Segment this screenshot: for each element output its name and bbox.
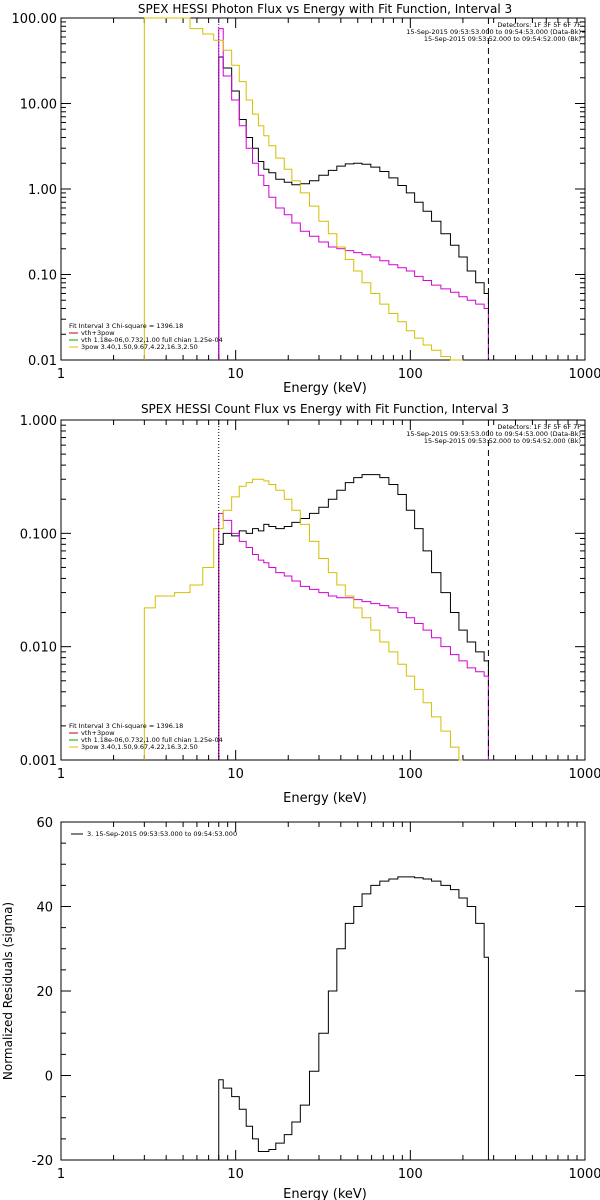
- count-flux-series: [143, 474, 489, 761]
- residuals-xlabel: Energy (keV): [283, 1187, 367, 1200]
- header-text-line: Detectors: 1F 3F 5F 6F 7F: [497, 423, 581, 431]
- y-tick-label: 0.100: [20, 527, 57, 542]
- legend-header: Fit Interval 3 Chi-square = 1396.18: [69, 722, 183, 730]
- y-tick-label: 0.010: [20, 641, 57, 656]
- legend-label: 3. 15-Sep-2015 09:53:53.000 to 09:54:53.…: [87, 830, 237, 838]
- header-text-line: 15-Sep-2015 09:53:52.000 to 09:54:52.000…: [424, 437, 581, 445]
- count-flux-panel: SPEX HESSI Count Flux vs Energy with Fit…: [20, 402, 600, 806]
- photon-flux-xlabel: Energy (keV): [283, 381, 367, 396]
- legend-label: vth+3pow: [81, 329, 115, 337]
- y-tick-label: 0.10: [28, 269, 57, 284]
- y-tick-label: 20: [36, 985, 53, 1000]
- legend-label: 3pow 3.40,1.50,9.67,4.22,16.3,2.50: [81, 743, 198, 751]
- header-text-line: Detectors: 1F 3F 5F 6F 7F: [497, 21, 581, 29]
- header-text-line: 15-Sep-2015 09:53:53.000 to 09:54:53.000…: [406, 430, 581, 438]
- y-tick-label: 1.000: [20, 414, 57, 429]
- series-line-2: [143, 17, 463, 361]
- series-line-0: [218, 876, 489, 1160]
- photon-flux-legend: Fit Interval 3 Chi-square = 1396.18vth+3…: [69, 322, 223, 351]
- residuals-panel: Energy (keV) Normalized Residuals (sigma…: [1, 816, 600, 1200]
- x-tick-label: 1000: [568, 767, 600, 782]
- header-text-line: 15-Sep-2015 09:53:52.000 to 09:54:52.000…: [424, 35, 581, 43]
- count-flux-vlines: [218, 420, 489, 760]
- legend-label: 3pow 3.40,1.50,9.67,4.22,16.3,2.50: [81, 343, 198, 351]
- x-tick-label: 1: [57, 767, 65, 782]
- y-tick-label: 1.00: [28, 183, 57, 198]
- count-flux-ticks: 1 10 100 1000 0.001 0.010 0.100 1.000: [20, 414, 600, 782]
- x-tick-label: 10: [227, 767, 244, 782]
- x-tick-label: 1000: [568, 367, 600, 382]
- series-line-0: [218, 56, 489, 360]
- residuals-ticks: 1 10 100 1000 -20 0 20 40 60: [32, 816, 600, 1182]
- count-flux-xlabel: Energy (keV): [283, 791, 367, 806]
- photon-flux-plot-frame: [60, 17, 586, 361]
- y-tick-label: 40: [36, 901, 53, 916]
- header-text-line: 15-Sep-2015 09:53:53.000 to 09:54:53.000…: [406, 28, 581, 36]
- y-tick-label: 10.00: [20, 98, 57, 113]
- residuals-plot-frame: [60, 821, 586, 1161]
- x-tick-label: 1000: [568, 1167, 600, 1182]
- count-flux-plot-frame: [60, 419, 586, 761]
- y-tick-label: 60: [36, 816, 53, 831]
- x-tick-label: 100: [398, 767, 423, 782]
- residuals-ylabel: Normalized Residuals (sigma): [1, 902, 15, 1080]
- residuals-legend: 3. 15-Sep-2015 09:53:53.000 to 09:54:53.…: [71, 830, 237, 838]
- series-line-1: [218, 28, 489, 360]
- legend-header: Fit Interval 3 Chi-square = 1396.18: [69, 322, 183, 330]
- legend-label: vth 1.18e-06,0.732,1.00 full chian 1.25e…: [81, 736, 223, 744]
- x-tick-label: 1: [57, 1167, 65, 1182]
- photon-flux-ticks: 1 10 100 1000 0.01 0.10 1.00 10.00 100.00: [12, 12, 600, 382]
- residuals-series: [218, 876, 489, 1160]
- series-line-1: [218, 512, 489, 760]
- count-flux-legend: Fit Interval 3 Chi-square = 1396.18vth+3…: [69, 722, 223, 751]
- series-line-0: [218, 474, 489, 760]
- x-tick-label: 100: [398, 367, 423, 382]
- photon-flux-series: [143, 17, 489, 361]
- series-line-2: [143, 478, 463, 761]
- count-flux-title: SPEX HESSI Count Flux vs Energy with Fit…: [141, 402, 509, 416]
- legend-label: vth 1.18e-06,0.732,1.00 full chian 1.25e…: [81, 336, 223, 344]
- y-tick-label: 100.00: [12, 12, 58, 27]
- x-tick-label: 10: [227, 367, 244, 382]
- y-tick-label: 0.001: [20, 754, 57, 769]
- photon-flux-title: SPEX HESSI Photon Flux vs Energy with Fi…: [138, 2, 512, 16]
- legend-label: vth+3pow: [81, 729, 115, 737]
- y-tick-label: 0: [45, 1070, 53, 1085]
- photon-flux-panel: SPEX HESSI Photon Flux vs Energy with Fi…: [12, 2, 600, 396]
- y-tick-label: 0.01: [28, 354, 57, 369]
- photon-flux-vlines: [218, 18, 489, 360]
- x-tick-label: 1: [57, 367, 65, 382]
- x-tick-label: 10: [227, 1167, 244, 1182]
- x-tick-label: 100: [398, 1167, 423, 1182]
- y-tick-label: -20: [32, 1154, 53, 1169]
